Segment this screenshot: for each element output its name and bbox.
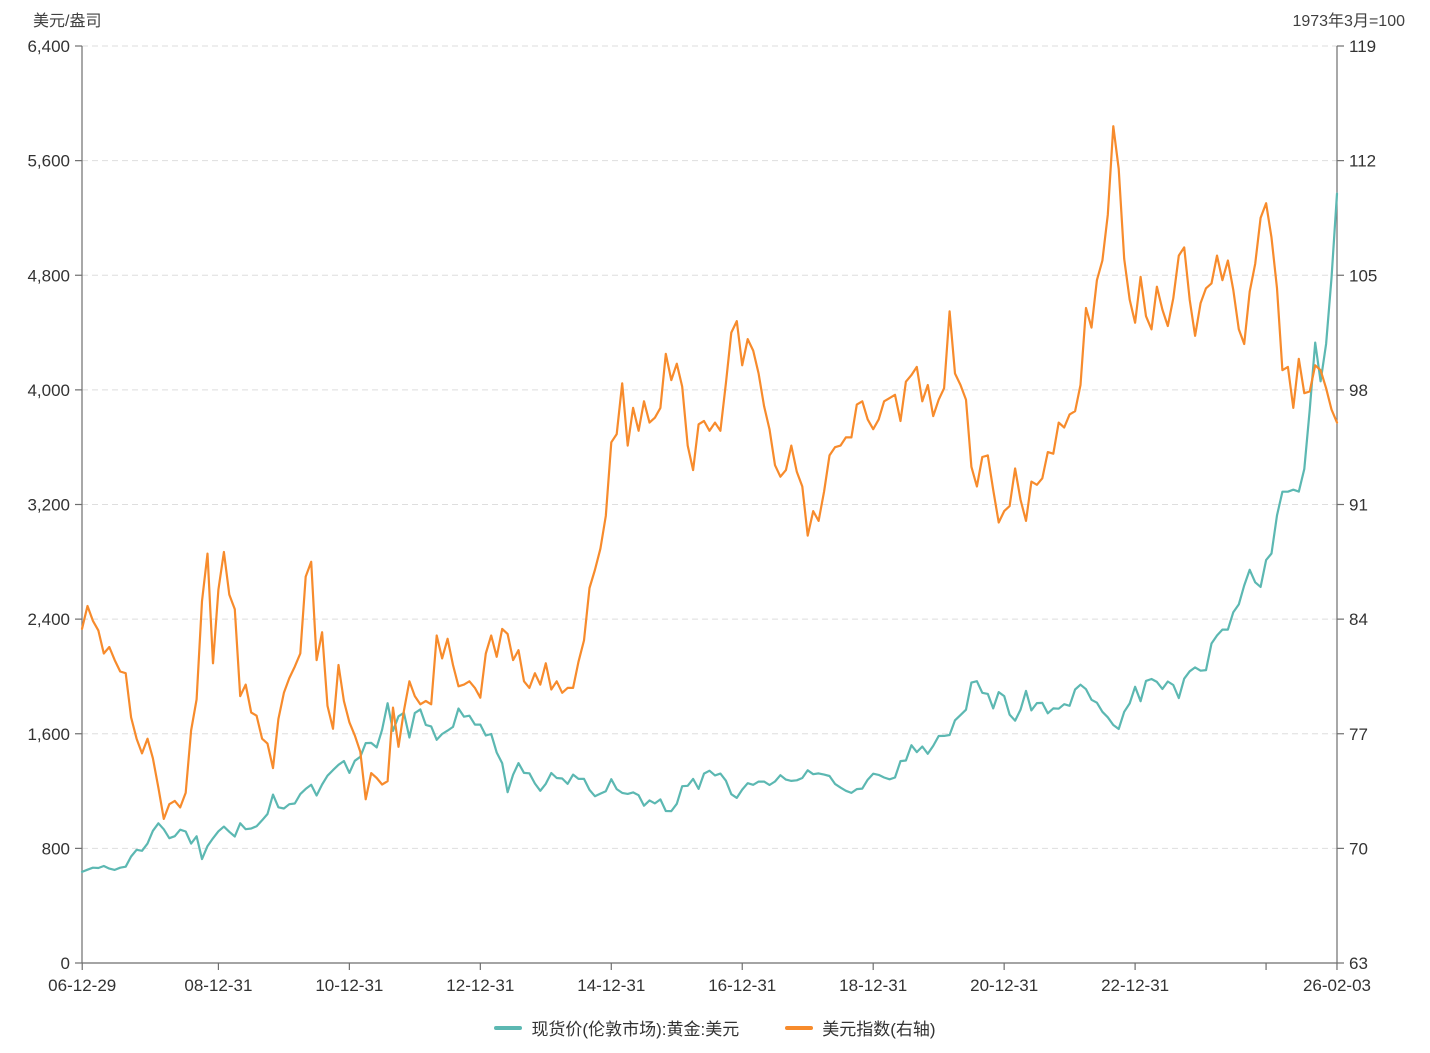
dollar-index-legend-marker [785,1025,814,1030]
x-axis-tick-label: 10-12-31 [315,976,383,995]
right-axis-tick-label: 77 [1349,725,1368,744]
left-axis-tick-label: 3,200 [27,496,70,515]
x-axis-tick-label: 12-12-31 [446,976,514,995]
x-axis-tick-label: 06-12-29 [48,976,116,995]
chart-canvas: 0 800 1,600 2,400 3,200 4,000 4,800 5,600 6,400 6… [27,37,1377,995]
right-axis-tick-label: 91 [1349,496,1368,515]
dollar-index-legend-label: 美元指数(右轴) [822,1020,936,1039]
left-axis-tick-label: 6,400 [27,37,70,56]
x-axis-tick-label: 16-12-31 [708,976,776,995]
right-axis-tick-label: 119 [1349,37,1376,56]
right-axis-tick-label: 70 [1349,839,1368,858]
right-axis-tick-label: 98 [1349,381,1368,400]
left-axis-tick-label: 4,000 [27,381,70,400]
right-axis-tick-label: 105 [1349,266,1377,285]
left-axis-tick-label: 2,400 [27,610,70,629]
legend: 现货价(伦敦市场):黄金:美元 美元指数(右轴) [0,1015,1430,1040]
right-axis-tick-label: 63 [1349,954,1368,973]
legend-item-gold-price[interactable]: 现货价(伦敦市场):黄金:美元 [494,1015,739,1040]
x-axis-tick-label: 26-02-03 [1303,976,1371,995]
left-axis-tick-label: 4,800 [27,266,70,285]
gridlines [82,45,1337,849]
x-axis-tick-label: 14-12-31 [577,976,645,995]
left-axis: 0 800 1,600 2,400 3,200 4,000 4,800 5,600 6,400 [27,37,82,973]
legend-item-dollar-index[interactable]: 美元指数(右轴) [785,1015,936,1040]
x-axis: 06-12-29 08-12-31 10-12-31 12-12-31 14-12-31… [48,963,1371,995]
right-axis-tick-label: 112 [1349,152,1376,171]
left-axis-tick-label: 800 [42,839,70,858]
x-axis-tick-label: 22-12-31 [1101,976,1169,995]
axes [81,46,1338,964]
right-axis-title: 1973年3月=100 [1292,13,1405,30]
right-axis-tick-label: 84 [1349,610,1368,629]
right-axis: 63 70 77 84 91 98 105 112 119 [1337,37,1377,973]
gold-line-legend-label: 现货价(伦敦市场):黄金:美元 [531,1020,740,1039]
dollar-index-line [80,125,1339,821]
x-axis-tick-label: 20-12-31 [970,976,1038,995]
left-axis-tick-label: 0 [61,954,70,973]
x-axis-tick-label: 18-12-31 [839,976,907,995]
gold-line-legend-marker [494,1025,523,1030]
left-axis-title: 美元/盎司 [33,13,102,30]
gold-price-line [80,192,1339,874]
left-axis-tick-label: 1,600 [27,725,70,744]
left-axis-tick-label: 5,600 [27,152,70,171]
x-axis-tick-label: 08-12-31 [184,976,252,995]
